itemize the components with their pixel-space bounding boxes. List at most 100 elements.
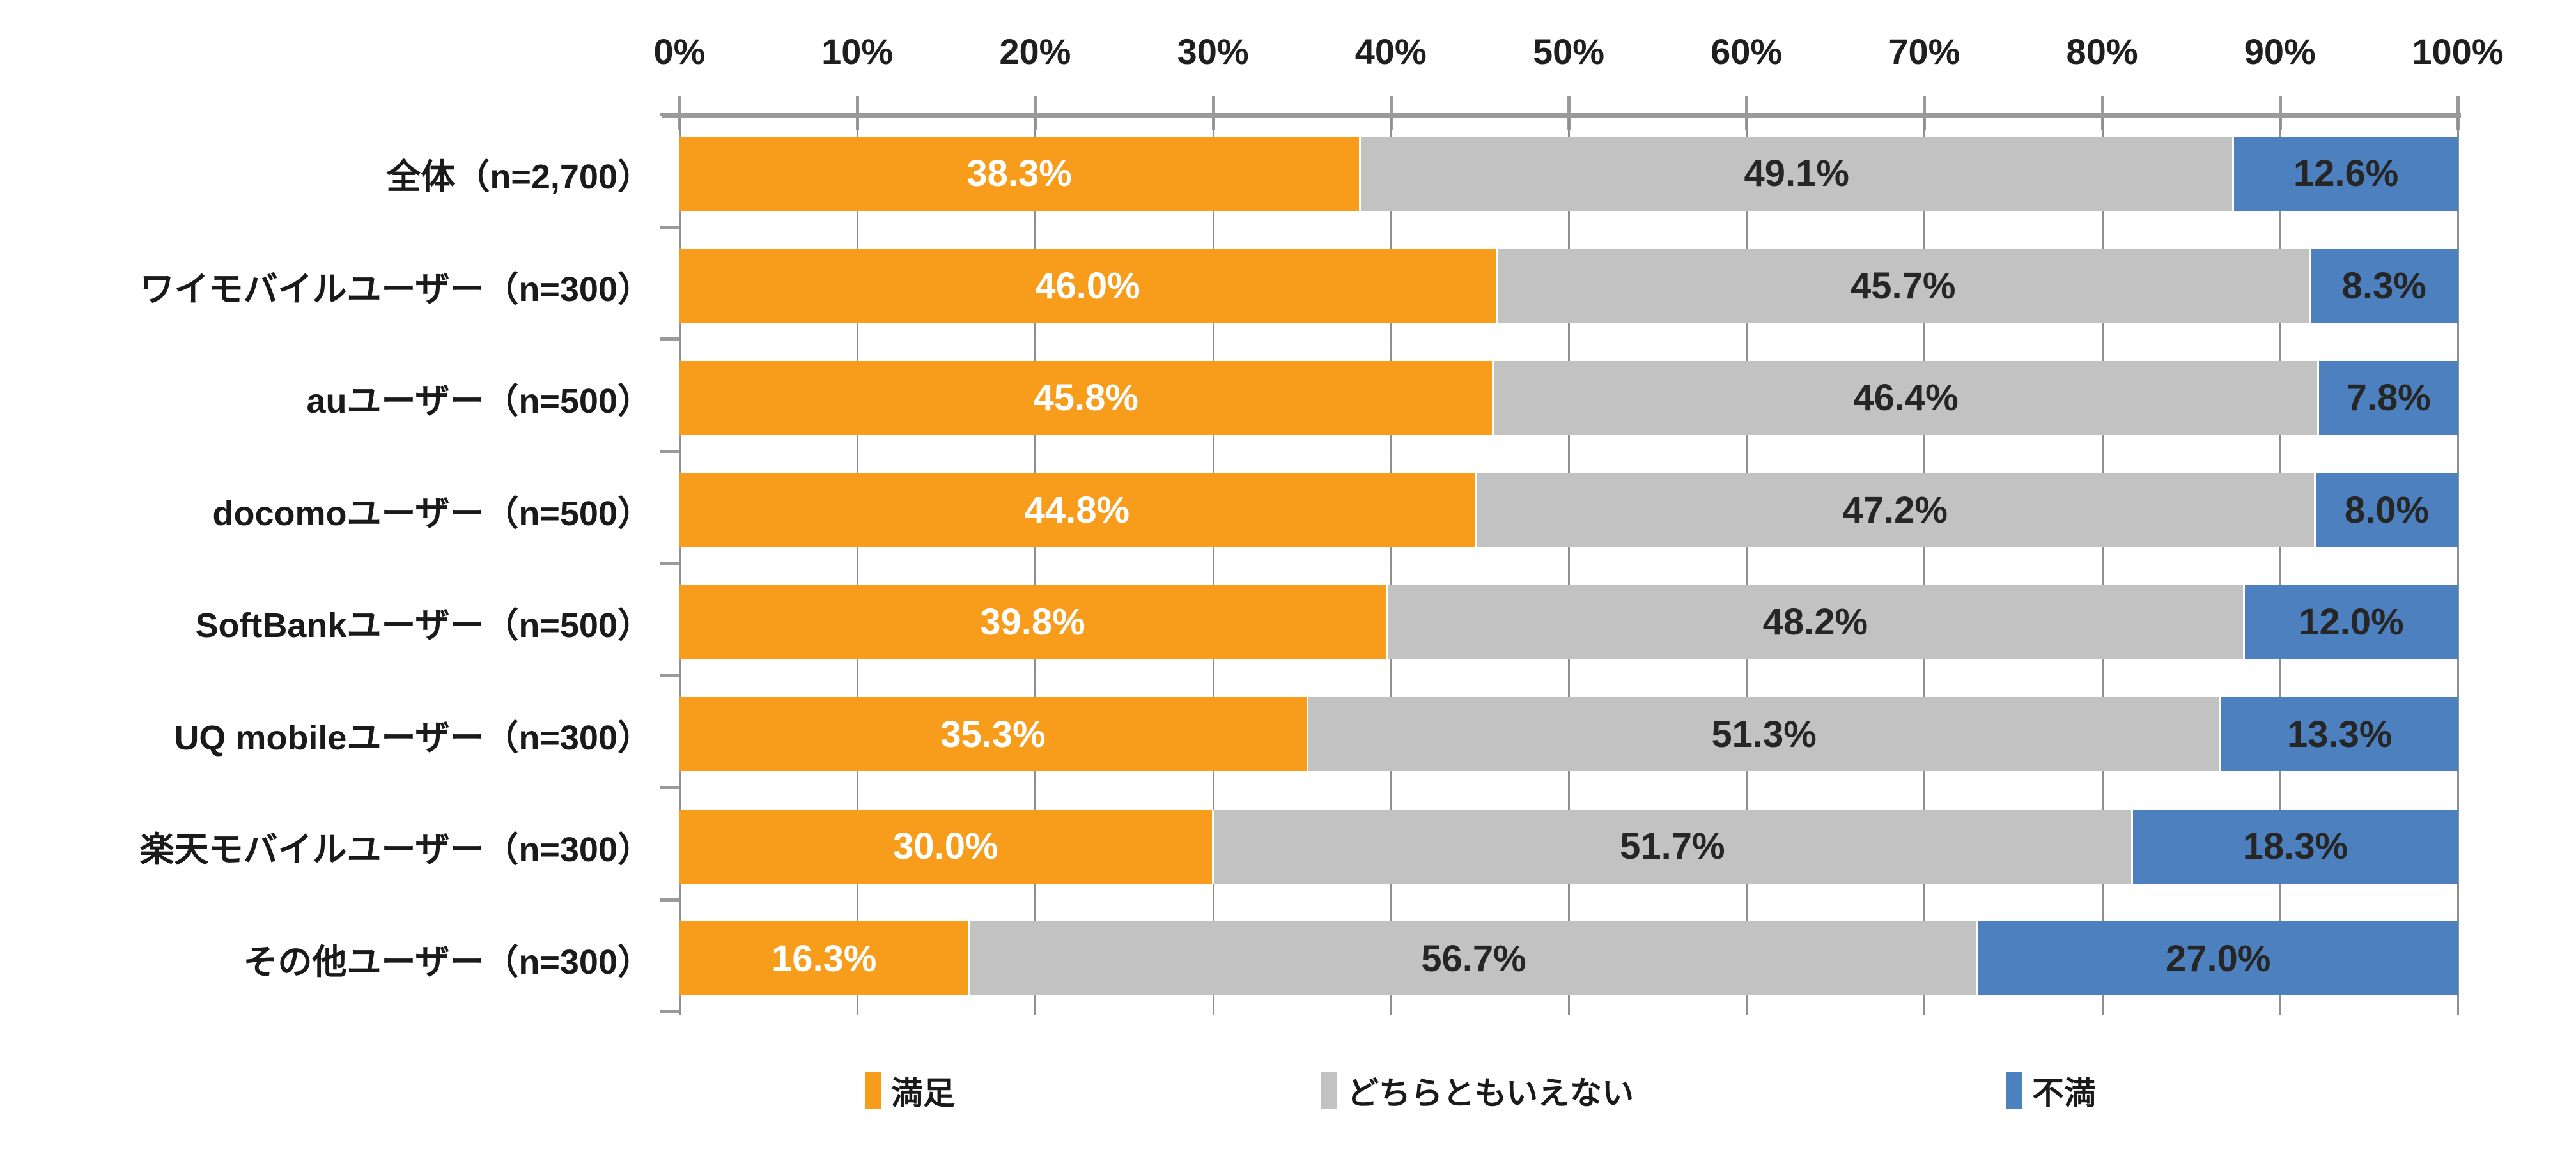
y-axis-tick — [660, 898, 679, 902]
bar-value-label: 45.7% — [1851, 265, 1956, 307]
bar-segment-satisfied: 35.3% — [679, 697, 1307, 772]
y-axis-tick — [660, 449, 679, 453]
bar-value-label: 12.0% — [2299, 601, 2404, 643]
y-axis-tick — [660, 786, 679, 789]
category-label: 楽天モバイルユーザー（n=300） — [139, 831, 652, 870]
x-axis-tick-label: 40% — [1354, 31, 1427, 72]
bar-value-label: 8.0% — [2344, 489, 2430, 531]
bar-segment-dissatisfied: 7.8% — [2317, 360, 2458, 435]
legend: 満足 どちらともいえない 不満 — [679, 1056, 2458, 1126]
category-label: docomoユーザー（n=500） — [212, 494, 652, 533]
bar-value-label: 8.3% — [2341, 265, 2426, 307]
x-axis-line — [662, 113, 2461, 118]
y-axis-tick — [660, 562, 679, 565]
y-axis-tick — [660, 1010, 679, 1013]
bar-value-label: 51.3% — [1711, 713, 1817, 755]
y-axis-tick — [660, 673, 679, 677]
bar-value-label: 46.4% — [1853, 377, 1959, 419]
bar-value-label: 7.8% — [2346, 377, 2431, 419]
bar-segment-neutral: 51.7% — [1211, 809, 2131, 884]
bar-segment-neutral: 45.7% — [1495, 249, 2309, 323]
gridline — [1390, 118, 1392, 1015]
gridline — [1746, 118, 1748, 1015]
bar-segment-satisfied: 45.8% — [679, 360, 1493, 435]
bar-segment-neutral: 56.7% — [968, 921, 1977, 996]
bar-value-label: 30.0% — [893, 826, 998, 868]
bar-segment-satisfied: 30.0% — [679, 809, 1212, 884]
bar-row: 45.8% 46.4% 7.8% — [679, 342, 2458, 454]
bar-row: 46.0% 45.7% 8.3% — [679, 230, 2458, 342]
bar-row: 30.0% 51.7% 18.3% — [679, 790, 2458, 903]
category-label: SoftBankユーザー（n=500） — [195, 606, 652, 645]
bar-segment-neutral: 46.4% — [1492, 360, 2318, 435]
x-axis-tick-label: 30% — [1177, 31, 1249, 72]
gridline — [1923, 118, 1926, 1015]
bar-value-label: 48.2% — [1762, 601, 1868, 643]
bar-segment-dissatisfied: 18.3% — [2130, 809, 2458, 884]
x-axis-tick-label: 80% — [2066, 31, 2138, 72]
y-axis-tick — [660, 225, 679, 229]
bar-row: 38.3% 49.1% 12.6% — [679, 118, 2458, 230]
bar-row: 39.8% 48.2% 12.0% — [679, 566, 2458, 679]
bar-value-label: 49.1% — [1744, 153, 1849, 195]
bar-segment-neutral: 49.1% — [1359, 136, 2233, 211]
category-label: ワイモバイルユーザー（n=300） — [139, 270, 652, 309]
category-label: auユーザー（n=500） — [306, 382, 652, 421]
gridline — [1212, 118, 1214, 1015]
x-axis-tick-label: 50% — [1532, 31, 1605, 72]
gridline — [1568, 118, 1570, 1015]
bar-segment-dissatisfied: 8.3% — [2308, 249, 2458, 323]
legend-item-satisfied: 満足 — [865, 1056, 955, 1126]
bar-value-label: 16.3% — [772, 937, 877, 980]
legend-swatch-dissatisfied — [2006, 1072, 2022, 1109]
gridline — [1034, 118, 1037, 1015]
bar-segment-dissatisfied: 12.6% — [2232, 136, 2458, 211]
x-axis-tick-label: 10% — [821, 31, 894, 72]
bar-value-label: 51.7% — [1620, 826, 1725, 868]
bar-value-label: 27.0% — [2165, 937, 2271, 980]
gridline — [2101, 118, 2104, 1015]
bar-value-label: 47.2% — [1842, 489, 1948, 531]
bar-segment-satisfied: 39.8% — [679, 585, 1386, 659]
category-label: UQ mobileユーザー（n=300） — [174, 718, 652, 757]
bar-value-label: 12.6% — [2293, 153, 2399, 195]
bar-row: 44.8% 47.2% 8.0% — [679, 454, 2458, 567]
bar-value-label: 46.0% — [1035, 265, 1140, 307]
bar-segment-dissatisfied: 8.0% — [2313, 473, 2458, 548]
x-axis-tick-label: 60% — [1711, 31, 1783, 72]
x-axis-tick-label: 90% — [2244, 31, 2316, 72]
bar-value-label: 39.8% — [980, 601, 1085, 643]
bar-value-label: 35.3% — [940, 713, 1046, 755]
plot-area: 38.3% 49.1% 12.6% 46.0% 45.7% 8.3% 45.8% 46.4% 7… — [679, 118, 2458, 1015]
bar-value-label: 44.8% — [1024, 489, 1130, 531]
category-axis: 全体（n=2,700） ワイモバイルユーザー（n=300） auユーザー（n=500… — [0, 118, 652, 1015]
category-label: その他ユーザー（n=300） — [243, 942, 652, 981]
legend-label: 不満 — [2032, 1075, 2096, 1111]
bar-segment-neutral: 48.2% — [1385, 585, 2243, 659]
bar-value-label: 13.3% — [2286, 713, 2393, 755]
x-axis-tick-label: 70% — [1888, 31, 1960, 72]
x-axis-tick-label: 100% — [2412, 31, 2504, 72]
gridline — [679, 118, 681, 1015]
legend-item-neutral: どちらともいえない — [1321, 1056, 1634, 1126]
bar-segment-satisfied: 38.3% — [679, 136, 1360, 211]
bar-row: 35.3% 51.3% 13.3% — [679, 679, 2458, 791]
gridline — [857, 118, 859, 1015]
gridline — [2457, 118, 2459, 1015]
bar-segment-satisfied: 46.0% — [679, 249, 1496, 323]
bar-value-label: 45.8% — [1033, 377, 1138, 419]
legend-item-dissatisfied: 不満 — [2006, 1056, 2096, 1126]
legend-swatch-satisfied — [865, 1072, 881, 1109]
bar-value-label: 38.3% — [966, 153, 1072, 195]
bar-row: 16.3% 56.7% 27.0% — [679, 903, 2458, 1015]
bar-segment-neutral: 51.3% — [1306, 697, 2220, 772]
legend-label: どちらともいえない — [1347, 1075, 1634, 1111]
bar-segment-dissatisfied: 12.0% — [2242, 585, 2458, 659]
category-label: 全体（n=2,700） — [386, 158, 652, 197]
bar-segment-neutral: 47.2% — [1474, 473, 2314, 548]
gridline — [2279, 118, 2281, 1015]
bar-segment-dissatisfied: 13.3% — [2219, 697, 2458, 772]
y-axis-tick — [660, 337, 679, 341]
legend-label: 満足 — [891, 1075, 955, 1111]
